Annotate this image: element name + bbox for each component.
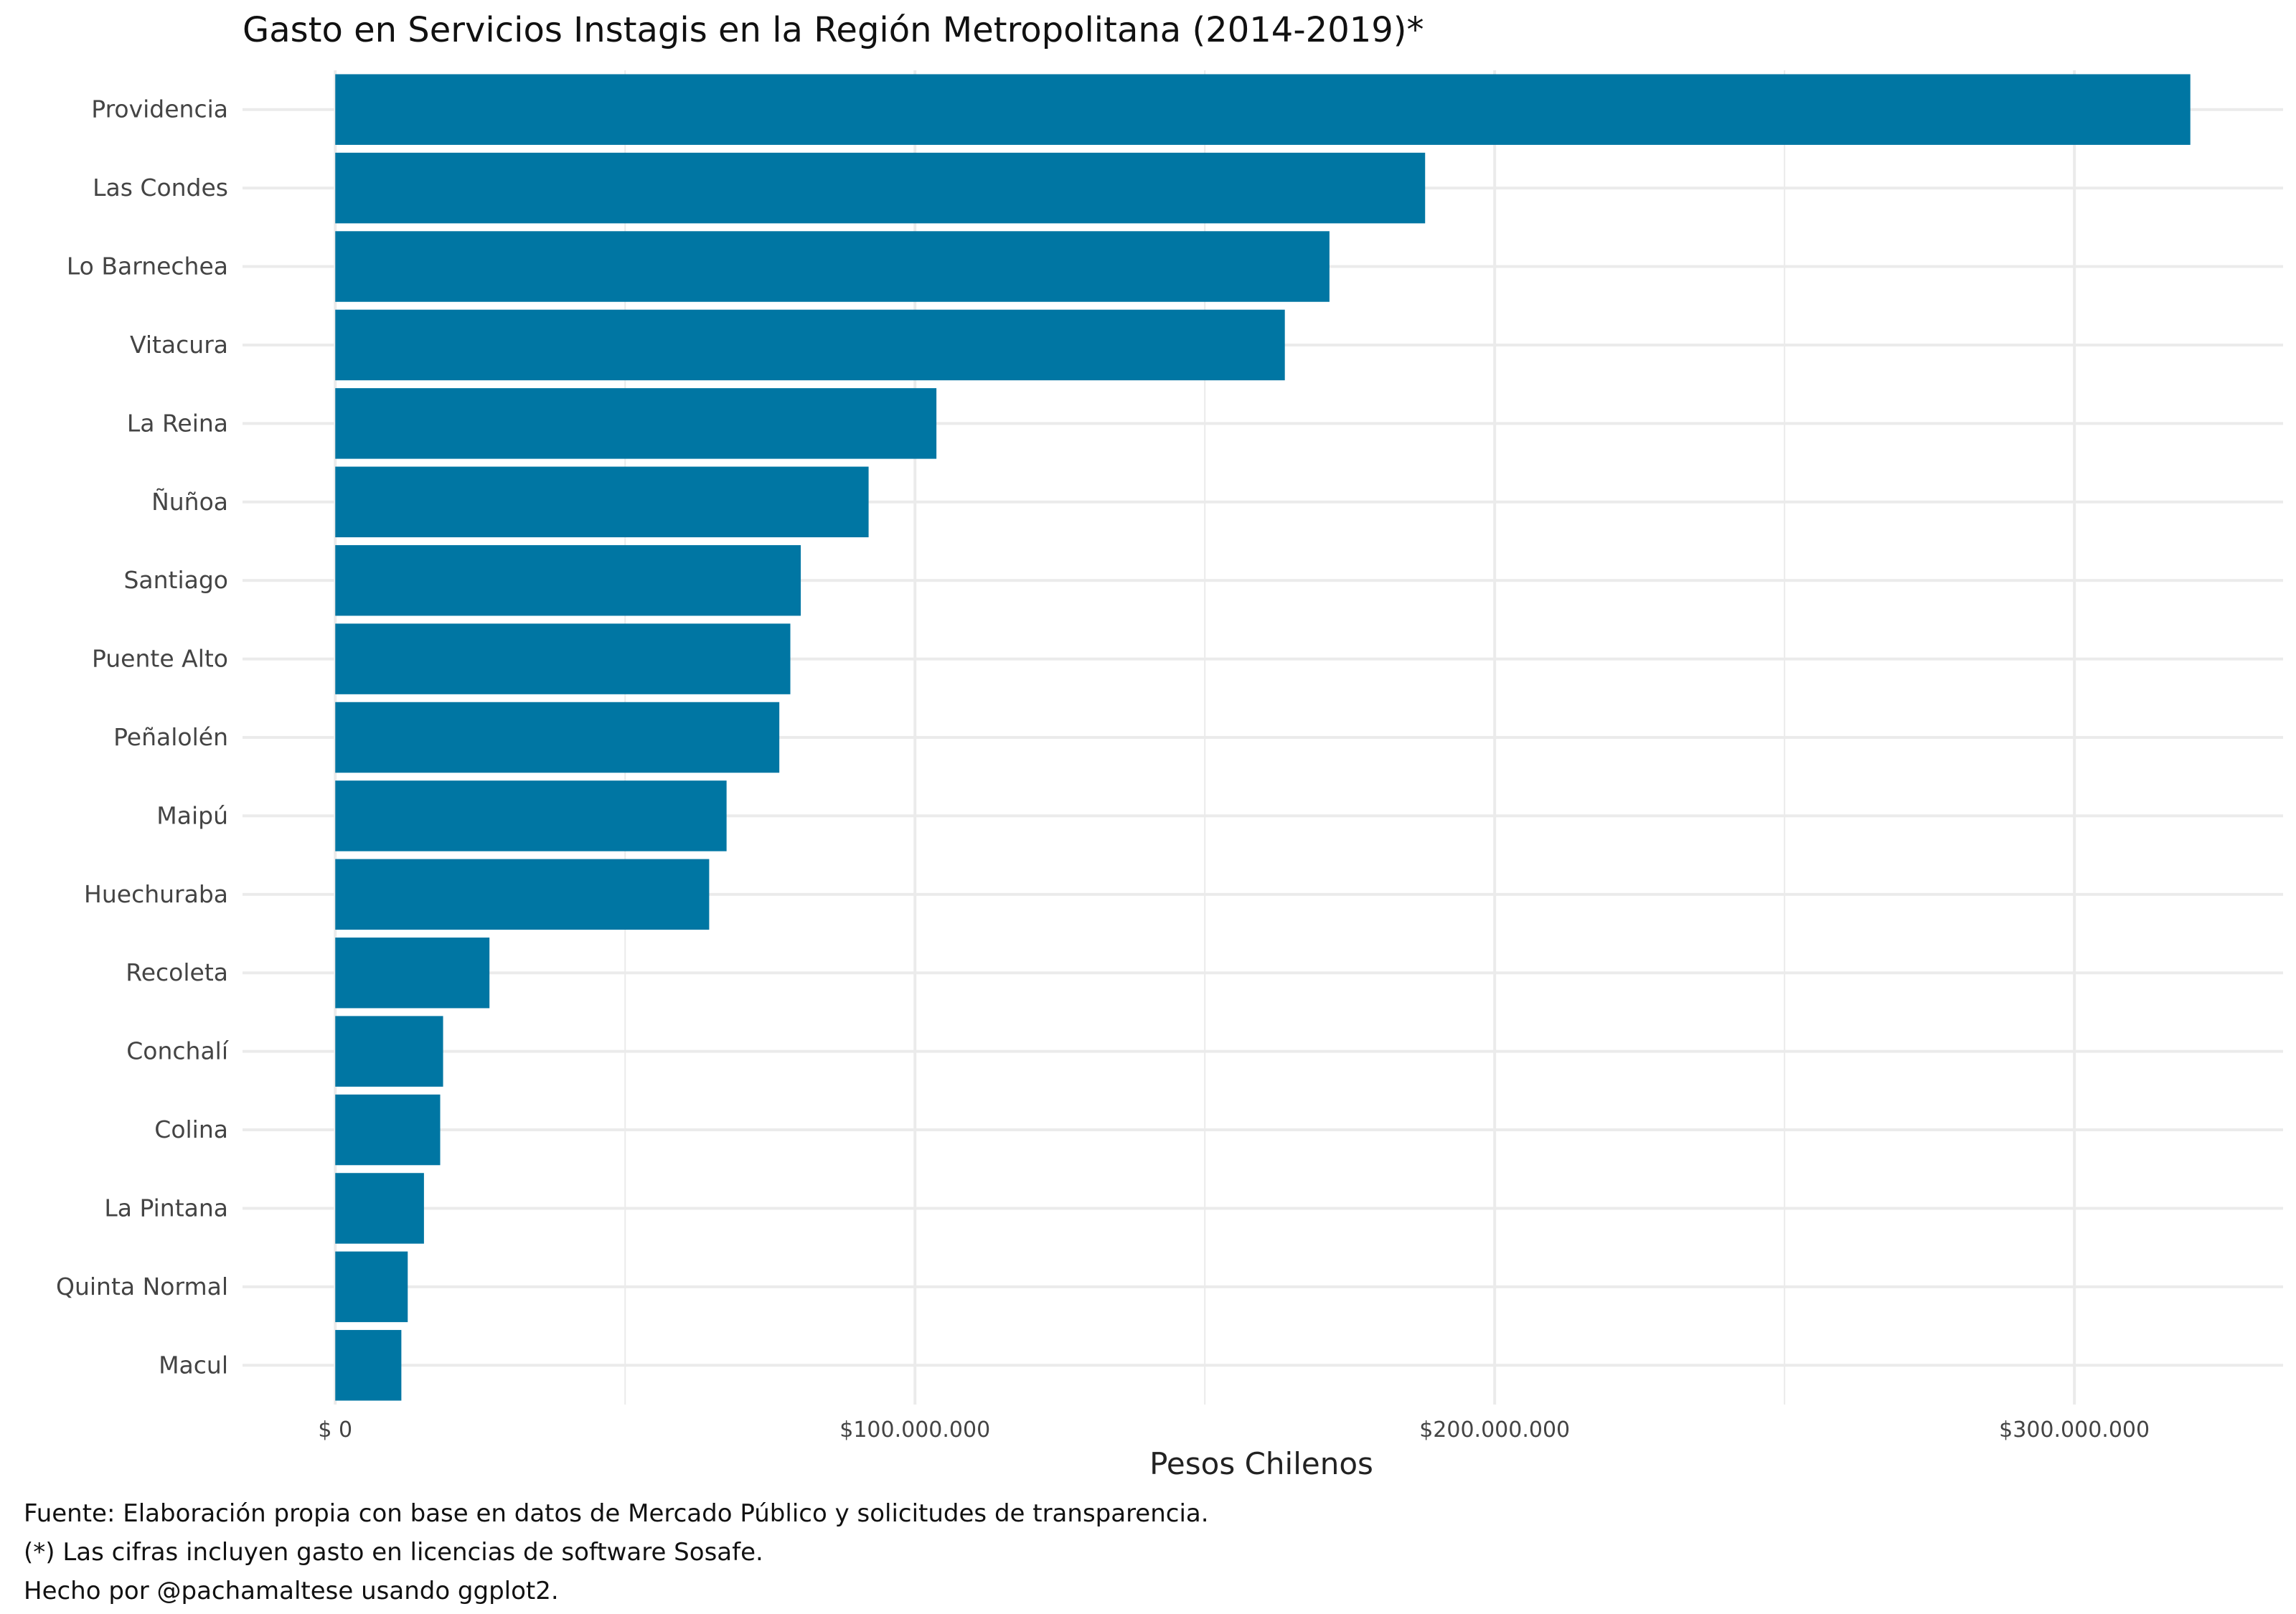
bar-macul [335,1330,402,1401]
bar-peñalolén [335,702,780,773]
bar-providencia [335,74,2191,145]
x-tick-labels: $ 0 $100.000.000 $200.000.000 $300.000.000 [318,1417,2150,1443]
bar-ñuñoa [335,466,869,537]
x-axis-title: Pesos Chilenos [1149,1446,1373,1481]
bar-puente-alto [335,623,791,694]
bar-la-reina [335,388,937,459]
bars [335,74,2191,1401]
bar-conchalí [335,1016,443,1087]
caption-note: (*) Las cifras incluyen gasto en licenci… [24,1538,763,1567]
bar-la-pintana [335,1173,424,1244]
category-label: Peñalolén [113,723,228,751]
x-tick-label: $ 0 [318,1417,352,1443]
category-label: Puente Alto [92,645,228,673]
caption-source: Fuente: Elaboración propia con base en d… [24,1499,1209,1528]
x-tick-label: $100.000.000 [839,1417,990,1443]
caption-credit: Hecho por @pachamaltese usando ggplot2. [24,1577,559,1605]
category-label: Conchalí [126,1037,230,1065]
category-label: Vitacura [130,331,228,359]
bar-las-condes [335,152,1426,224]
bar-huechuraba [335,859,710,930]
bar-maipú [335,780,727,851]
bar-lo-barnechea [335,231,1330,302]
x-tick-label: $200.000.000 [1419,1417,1570,1443]
bar-vitacura [335,309,1285,381]
category-label: La Pintana [104,1194,228,1222]
bar-colina [335,1094,441,1166]
bar-recoleta [335,938,490,1009]
category-label: Lo Barnechea [67,253,228,280]
category-label: Macul [159,1351,228,1379]
category-label: La Reina [127,409,228,437]
category-label: Recoleta [126,958,228,986]
category-label: Ñuñoa [151,488,228,516]
category-label: Huechuraba [84,880,228,908]
category-label: Quinta Normal [56,1273,228,1301]
category-label: Maipú [156,801,228,829]
category-label: Santiago [123,566,228,594]
category-label: Providencia [91,95,228,123]
category-label: Colina [154,1115,228,1143]
category-label: Las Condes [93,174,228,202]
category-labels: Providencia Las Condes Lo Barnechea Vitacur… [56,95,230,1379]
bar-quinta-normal [335,1251,408,1323]
bar-santiago [335,544,801,616]
x-tick-label: $300.000.000 [1999,1417,2150,1443]
chart-title: Gasto en Servicios Instagis en la Región… [243,10,1424,50]
